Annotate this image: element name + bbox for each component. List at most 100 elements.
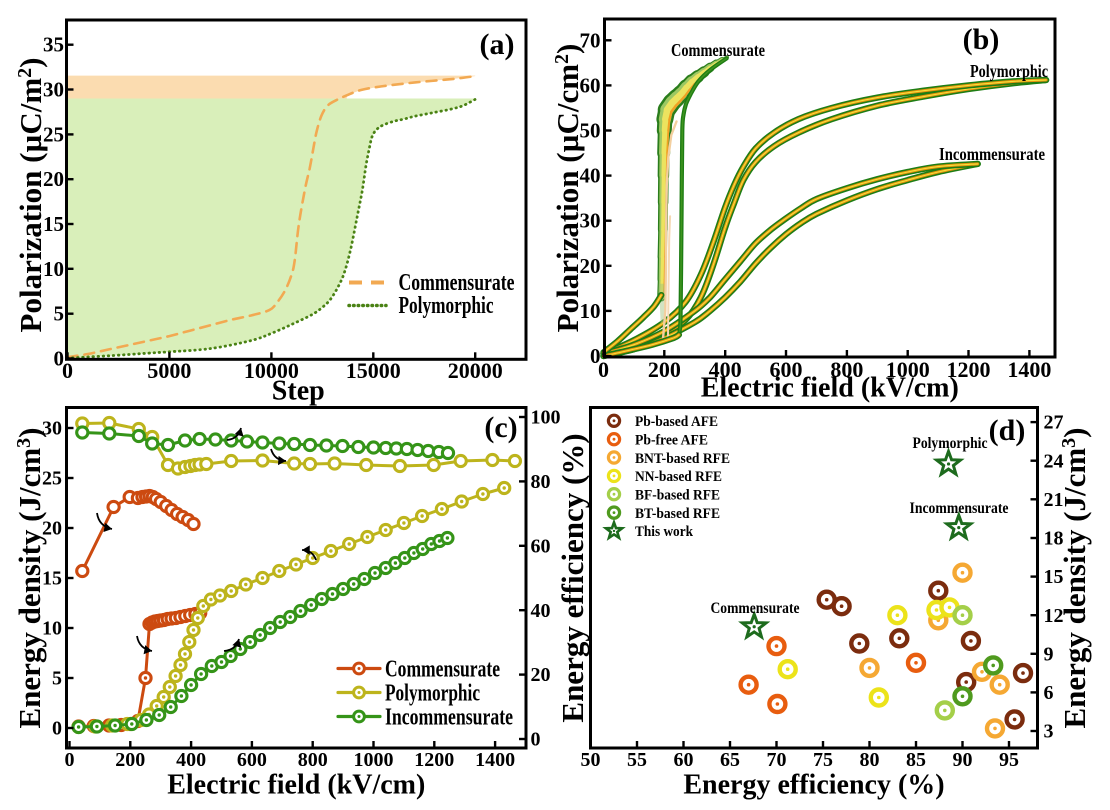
svg-text:Polarization (µC/m2): Polarization (µC/m2): [13, 58, 48, 333]
svg-text:Commensurate: Commensurate: [385, 657, 500, 683]
svg-text:(c): (c): [484, 411, 517, 444]
svg-text:1400: 1400: [475, 749, 515, 771]
svg-text:200: 200: [648, 357, 681, 382]
svg-text:Energy density (J/cm3): Energy density (J/cm3): [12, 427, 47, 728]
svg-text:Polymorphic: Polymorphic: [913, 435, 988, 452]
svg-text:This work: This work: [635, 524, 694, 540]
svg-text:75: 75: [813, 749, 833, 771]
svg-text:60: 60: [674, 749, 694, 771]
svg-text:70: 70: [767, 749, 787, 771]
svg-text:50: 50: [580, 119, 601, 143]
svg-text:9: 9: [1044, 643, 1054, 665]
svg-text:Pb-free AFE: Pb-free AFE: [635, 432, 708, 448]
svg-text:20: 20: [42, 518, 62, 540]
svg-text:20: 20: [531, 664, 551, 686]
svg-text:15: 15: [1044, 566, 1064, 588]
svg-text:30: 30: [580, 209, 601, 233]
svg-text:0: 0: [531, 729, 541, 751]
svg-text:10: 10: [43, 257, 64, 281]
svg-text:20000: 20000: [448, 358, 503, 383]
svg-text:40: 40: [531, 600, 551, 622]
svg-text:15000: 15000: [346, 358, 401, 383]
svg-text:10: 10: [42, 618, 62, 640]
svg-text:400: 400: [176, 749, 206, 771]
svg-text:1200: 1200: [414, 749, 454, 771]
svg-text:1200: 1200: [947, 357, 991, 382]
svg-text:25: 25: [42, 468, 62, 490]
svg-text:20: 20: [580, 254, 601, 278]
svg-text:600: 600: [770, 357, 803, 382]
svg-text:70: 70: [580, 28, 601, 52]
svg-text:80: 80: [531, 471, 551, 493]
svg-text:30: 30: [42, 418, 62, 440]
svg-text:0: 0: [598, 357, 609, 382]
svg-text:Energy efficiency (%): Energy efficiency (%): [555, 433, 590, 722]
svg-text:800: 800: [830, 357, 863, 382]
svg-text:200: 200: [115, 749, 145, 771]
svg-text:1000: 1000: [354, 749, 394, 771]
svg-text:Commensurate: Commensurate: [711, 600, 800, 617]
svg-text:35: 35: [43, 33, 64, 57]
svg-text:Incommensurate: Incommensurate: [385, 705, 513, 731]
svg-text:25: 25: [43, 122, 64, 146]
svg-text:(b): (b): [963, 23, 1000, 56]
svg-text:10000: 10000: [244, 358, 299, 383]
svg-text:100: 100: [531, 407, 561, 429]
svg-text:6: 6: [1044, 682, 1054, 704]
svg-text:Polymorphic: Polymorphic: [399, 293, 494, 319]
svg-text:(a): (a): [480, 28, 515, 61]
svg-text:Pb-based AFE: Pb-based AFE: [635, 414, 718, 430]
svg-text:Polarization (µC/cm2): Polarization (µC/cm2): [550, 44, 585, 333]
svg-text:60: 60: [580, 73, 601, 97]
svg-text:90: 90: [953, 749, 973, 771]
svg-text:80: 80: [860, 749, 880, 771]
svg-text:5: 5: [52, 668, 62, 690]
svg-text:Electric field (kV/cm): Electric field (kV/cm): [701, 373, 959, 404]
svg-text:Step: Step: [272, 376, 325, 407]
svg-text:50: 50: [581, 749, 601, 771]
svg-text:60: 60: [531, 535, 551, 557]
svg-text:10: 10: [580, 299, 601, 323]
svg-text:BF-based RFE: BF-based RFE: [635, 488, 720, 504]
svg-text:21: 21: [1044, 489, 1064, 511]
svg-text:15: 15: [43, 212, 64, 236]
svg-text:0: 0: [54, 347, 65, 371]
svg-text:0: 0: [590, 344, 601, 368]
svg-text:95: 95: [999, 749, 1019, 771]
svg-text:0: 0: [65, 749, 75, 771]
svg-text:65: 65: [720, 749, 740, 771]
svg-text:1400: 1400: [1007, 357, 1051, 382]
svg-text:Commensurate: Commensurate: [399, 270, 515, 296]
svg-text:40: 40: [580, 164, 601, 188]
svg-text:1000: 1000: [886, 357, 930, 382]
svg-text:BNT-based RFE: BNT-based RFE: [635, 451, 730, 467]
svg-text:Polymorphic: Polymorphic: [385, 681, 480, 707]
svg-text:24: 24: [1044, 450, 1064, 472]
svg-text:15: 15: [42, 568, 62, 590]
svg-text:Polymorphic: Polymorphic: [970, 61, 1048, 81]
svg-text:5: 5: [54, 302, 65, 326]
svg-text:0: 0: [52, 718, 62, 740]
svg-text:Commensurate: Commensurate: [671, 40, 765, 60]
svg-text:800: 800: [298, 749, 328, 771]
svg-text:3: 3: [1044, 721, 1054, 743]
svg-text:27: 27: [1044, 412, 1064, 434]
svg-text:85: 85: [906, 749, 926, 771]
svg-text:20: 20: [43, 167, 64, 191]
svg-text:BT-based RFE: BT-based RFE: [635, 506, 720, 522]
svg-text:12: 12: [1044, 605, 1064, 627]
svg-text:NN-based RFE: NN-based RFE: [635, 469, 722, 485]
svg-text:Incommensurate: Incommensurate: [910, 500, 1009, 517]
svg-text:55: 55: [627, 749, 647, 771]
svg-text:30: 30: [43, 78, 64, 102]
svg-text:400: 400: [709, 357, 742, 382]
svg-text:Energy density (J/cm3): Energy density (J/cm3): [1057, 427, 1092, 728]
svg-text:600: 600: [237, 749, 267, 771]
svg-text:0: 0: [62, 358, 73, 383]
svg-text:Incommensurate: Incommensurate: [939, 144, 1045, 164]
svg-text:18: 18: [1044, 528, 1064, 550]
svg-text:(d): (d): [989, 414, 1026, 447]
svg-text:Energy efficiency (%): Energy efficiency (%): [683, 770, 944, 801]
svg-text:5000: 5000: [147, 358, 191, 383]
svg-text:Electric field (kV/cm): Electric field (kV/cm): [167, 770, 425, 801]
